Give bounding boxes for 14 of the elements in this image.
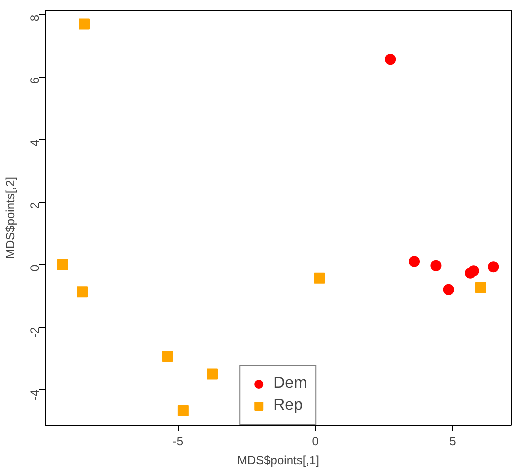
y-axis-title: MDS$points[,2] [4,176,18,260]
y-tick-label: 2 [28,202,42,210]
y-tick-label: -4 [28,390,42,401]
y-tick-label: 6 [28,77,42,84]
y-tick-label: 8 [28,14,42,22]
x-axis-title: MDS$points[,1] [237,454,320,468]
y-tick-label: 0 [28,264,42,272]
y-tick-label: 4 [28,140,42,147]
legend-label: Dem [274,375,308,393]
x-tick-label: 0 [312,434,320,448]
y-tick-label: -2 [28,327,42,338]
x-tick-label: 5 [450,434,457,448]
x-tick-label: -5 [172,434,184,448]
legend-label: Rep [274,397,303,415]
